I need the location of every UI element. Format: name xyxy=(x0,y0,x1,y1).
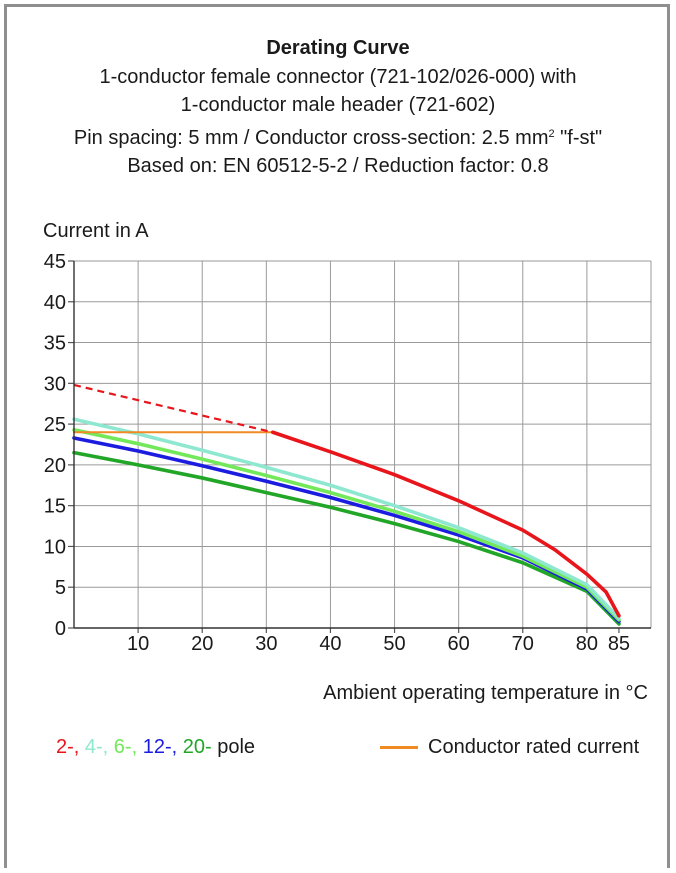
chart-titles: Derating Curve 1-conductor female connec… xyxy=(0,34,676,181)
y-tick-label: 0 xyxy=(55,618,66,640)
y-tick-label: 25 xyxy=(44,414,66,436)
x-axis-label: Ambient operating temperature in °C xyxy=(323,682,648,704)
x-tick-label: 80 xyxy=(576,633,598,655)
rated-current-swatch xyxy=(380,745,418,749)
pole-legend-item: 20- xyxy=(177,736,212,758)
subtitle-line-2: 1-conductor male header (721-602) xyxy=(180,94,496,116)
y-tick-label: 40 xyxy=(44,292,66,314)
pole-legend-item: pole xyxy=(211,736,256,758)
chart-title: Derating Curve xyxy=(266,37,410,59)
series-line-6-pole xyxy=(72,428,621,622)
series-line-2-pole-dashed xyxy=(73,383,273,434)
x-tick-label: 50 xyxy=(383,633,405,655)
rated-current-label: Conductor rated current xyxy=(428,736,640,758)
x-tick-label: 30 xyxy=(255,633,277,655)
subtitle-line-1: 1-conductor female connector (721-102/02… xyxy=(99,65,577,88)
series-line-20-pole xyxy=(72,450,621,626)
y-tick-label: 30 xyxy=(44,373,66,395)
y-tick-label: 20 xyxy=(44,455,66,477)
y-tick-label: 5 xyxy=(55,577,66,599)
spec-line-suffix: "f-st" xyxy=(554,126,603,149)
pole-legend: 2-, 4-, 6-, 12-, 20- pole xyxy=(56,735,255,759)
basis-line: Based on: EN 60512-5-2 / Reduction facto… xyxy=(127,155,549,177)
pole-legend-item: 2-, xyxy=(56,736,80,758)
spec-line-superscript: 2 xyxy=(548,127,555,140)
grid xyxy=(74,260,652,628)
y-tick-label: 35 xyxy=(44,333,66,355)
x-tick-label: 60 xyxy=(448,633,470,655)
series-line-4-pole xyxy=(72,417,621,621)
x-tick-label: 70 xyxy=(512,633,534,655)
axes xyxy=(73,261,651,629)
x-tick-label: 10 xyxy=(127,633,149,655)
chart-frame xyxy=(4,4,670,868)
series-lines xyxy=(72,383,621,626)
series-line-2-pole xyxy=(270,430,621,618)
y-tick-label: 45 xyxy=(44,251,66,273)
y-tick-label: 10 xyxy=(44,536,66,558)
y-tick-label: 15 xyxy=(44,496,66,518)
spec-line-text: Pin spacing: 5 mm / Conductor cross-sect… xyxy=(73,126,549,149)
y-tick-labels: 0 5 10 15 20 25 30 35 40 45 xyxy=(44,251,74,640)
rated-current-legend: Conductor rated current xyxy=(380,735,639,759)
pole-legend-item: 6-, xyxy=(108,736,138,758)
pole-legend-item: 4-, xyxy=(79,736,109,758)
spec-line: Pin spacing: 5 mm / Conductor cross-sect… xyxy=(0,120,676,153)
y-axis-label: Current in A xyxy=(43,220,149,242)
pole-legend-item: 12-, xyxy=(137,736,178,758)
series-line-12-pole xyxy=(72,436,621,624)
x-tick-label: 85 xyxy=(608,633,630,655)
x-tick-labels: 10 20 30 40 50 60 70 80 85 xyxy=(127,628,630,655)
x-tick-label: 20 xyxy=(191,633,213,655)
x-tick-label: 40 xyxy=(319,633,341,655)
